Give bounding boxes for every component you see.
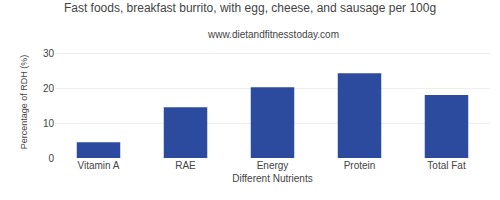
svg-text:Different Nutrients: Different Nutrients: [232, 173, 312, 184]
svg-text:10: 10: [43, 118, 55, 129]
svg-text:www.dietandfitnesstoday.com: www.dietandfitnesstoday.com: [207, 29, 339, 40]
svg-text:20: 20: [43, 83, 55, 94]
svg-text:Fast foods, breakfast burrito,: Fast foods, breakfast burrito, with egg,…: [64, 1, 436, 15]
svg-text:0: 0: [48, 153, 54, 164]
svg-text:Percentage of RDH (%): Percentage of RDH (%): [19, 55, 29, 150]
svg-text:Protein: Protein: [344, 160, 376, 171]
svg-text:30: 30: [43, 48, 55, 59]
svg-text:RAE: RAE: [175, 160, 196, 171]
svg-text:Energy: Energy: [257, 160, 289, 171]
svg-text:Vitamin A: Vitamin A: [77, 160, 119, 171]
svg-text:Total Fat: Total Fat: [427, 160, 466, 171]
